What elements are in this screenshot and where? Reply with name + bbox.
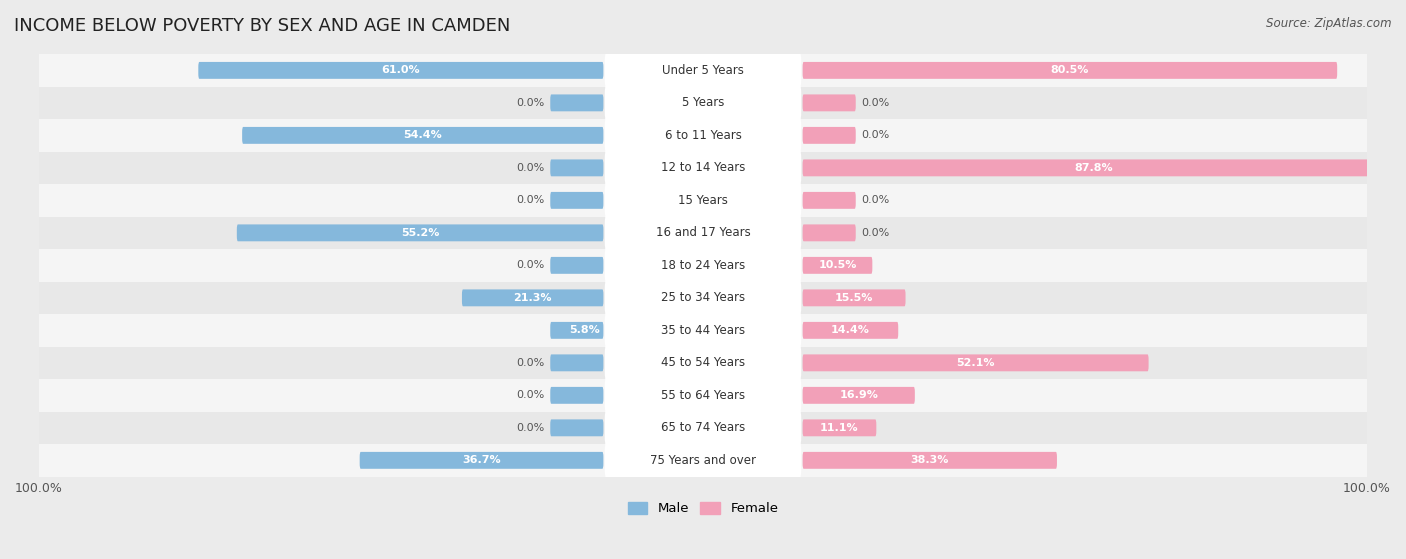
Text: INCOME BELOW POVERTY BY SEX AND AGE IN CAMDEN: INCOME BELOW POVERTY BY SEX AND AGE IN C… xyxy=(14,17,510,35)
Text: 45 to 54 Years: 45 to 54 Years xyxy=(661,356,745,369)
FancyBboxPatch shape xyxy=(360,452,603,469)
Text: 38.3%: 38.3% xyxy=(911,456,949,465)
FancyBboxPatch shape xyxy=(550,192,603,209)
FancyBboxPatch shape xyxy=(550,354,603,371)
Text: 0.0%: 0.0% xyxy=(516,163,546,173)
Text: 0.0%: 0.0% xyxy=(516,423,546,433)
FancyBboxPatch shape xyxy=(605,150,801,186)
Text: 0.0%: 0.0% xyxy=(516,358,546,368)
FancyBboxPatch shape xyxy=(550,159,603,176)
FancyBboxPatch shape xyxy=(550,257,603,274)
FancyBboxPatch shape xyxy=(605,117,801,154)
Text: 18 to 24 Years: 18 to 24 Years xyxy=(661,259,745,272)
FancyBboxPatch shape xyxy=(803,452,1057,469)
Text: 65 to 74 Years: 65 to 74 Years xyxy=(661,421,745,434)
Text: 15.5%: 15.5% xyxy=(835,293,873,303)
Text: 12 to 14 Years: 12 to 14 Years xyxy=(661,162,745,174)
Text: 11.1%: 11.1% xyxy=(820,423,859,433)
FancyBboxPatch shape xyxy=(242,127,603,144)
Text: 80.5%: 80.5% xyxy=(1050,65,1090,75)
FancyBboxPatch shape xyxy=(605,52,801,88)
FancyBboxPatch shape xyxy=(550,387,603,404)
Text: Under 5 Years: Under 5 Years xyxy=(662,64,744,77)
FancyBboxPatch shape xyxy=(605,182,801,219)
Text: 0.0%: 0.0% xyxy=(860,228,890,238)
Text: Source: ZipAtlas.com: Source: ZipAtlas.com xyxy=(1267,17,1392,30)
FancyBboxPatch shape xyxy=(803,387,915,404)
FancyBboxPatch shape xyxy=(803,354,1149,371)
FancyBboxPatch shape xyxy=(605,442,801,479)
Legend: Male, Female: Male, Female xyxy=(623,497,783,520)
Text: 5.8%: 5.8% xyxy=(569,325,599,335)
Text: 15 Years: 15 Years xyxy=(678,194,728,207)
Text: 55.2%: 55.2% xyxy=(401,228,439,238)
Text: 0.0%: 0.0% xyxy=(860,98,890,108)
Bar xyxy=(39,347,1367,379)
Text: 61.0%: 61.0% xyxy=(381,65,420,75)
FancyBboxPatch shape xyxy=(605,215,801,251)
Bar xyxy=(39,54,1367,87)
FancyBboxPatch shape xyxy=(803,419,876,436)
Text: 10.5%: 10.5% xyxy=(818,260,856,271)
Text: 35 to 44 Years: 35 to 44 Years xyxy=(661,324,745,337)
Text: 0.0%: 0.0% xyxy=(516,98,546,108)
Text: 14.4%: 14.4% xyxy=(831,325,870,335)
FancyBboxPatch shape xyxy=(803,290,905,306)
Bar xyxy=(39,119,1367,151)
Text: 75 Years and over: 75 Years and over xyxy=(650,454,756,467)
FancyBboxPatch shape xyxy=(605,280,801,316)
FancyBboxPatch shape xyxy=(550,322,603,339)
FancyBboxPatch shape xyxy=(198,62,603,79)
FancyBboxPatch shape xyxy=(803,62,1337,79)
FancyBboxPatch shape xyxy=(803,192,856,209)
Text: 5 Years: 5 Years xyxy=(682,96,724,110)
Bar xyxy=(39,249,1367,282)
Text: 36.7%: 36.7% xyxy=(463,456,501,465)
FancyBboxPatch shape xyxy=(605,312,801,349)
FancyBboxPatch shape xyxy=(803,257,872,274)
Bar xyxy=(39,87,1367,119)
Text: 0.0%: 0.0% xyxy=(516,195,546,205)
Bar xyxy=(39,282,1367,314)
Bar xyxy=(39,151,1367,184)
Bar xyxy=(39,444,1367,477)
FancyBboxPatch shape xyxy=(803,159,1386,176)
FancyBboxPatch shape xyxy=(605,410,801,446)
FancyBboxPatch shape xyxy=(803,224,856,241)
FancyBboxPatch shape xyxy=(605,345,801,381)
Text: 0.0%: 0.0% xyxy=(860,195,890,205)
FancyBboxPatch shape xyxy=(550,94,603,111)
Text: 52.1%: 52.1% xyxy=(956,358,995,368)
Text: 0.0%: 0.0% xyxy=(860,130,890,140)
Text: 55 to 64 Years: 55 to 64 Years xyxy=(661,389,745,402)
Text: 16.9%: 16.9% xyxy=(839,390,879,400)
Text: 87.8%: 87.8% xyxy=(1074,163,1114,173)
Text: 16 and 17 Years: 16 and 17 Years xyxy=(655,226,751,239)
FancyBboxPatch shape xyxy=(605,84,801,121)
FancyBboxPatch shape xyxy=(803,322,898,339)
Text: 6 to 11 Years: 6 to 11 Years xyxy=(665,129,741,142)
Text: 0.0%: 0.0% xyxy=(516,390,546,400)
Text: 0.0%: 0.0% xyxy=(516,260,546,271)
FancyBboxPatch shape xyxy=(803,127,856,144)
FancyBboxPatch shape xyxy=(236,224,603,241)
Bar xyxy=(39,411,1367,444)
FancyBboxPatch shape xyxy=(605,247,801,283)
Text: 21.3%: 21.3% xyxy=(513,293,553,303)
Text: 54.4%: 54.4% xyxy=(404,130,441,140)
Bar xyxy=(39,379,1367,411)
FancyBboxPatch shape xyxy=(803,94,856,111)
Text: 25 to 34 Years: 25 to 34 Years xyxy=(661,291,745,304)
FancyBboxPatch shape xyxy=(550,419,603,436)
FancyBboxPatch shape xyxy=(463,290,603,306)
FancyBboxPatch shape xyxy=(605,377,801,414)
Bar xyxy=(39,314,1367,347)
Bar xyxy=(39,217,1367,249)
Bar xyxy=(39,184,1367,217)
